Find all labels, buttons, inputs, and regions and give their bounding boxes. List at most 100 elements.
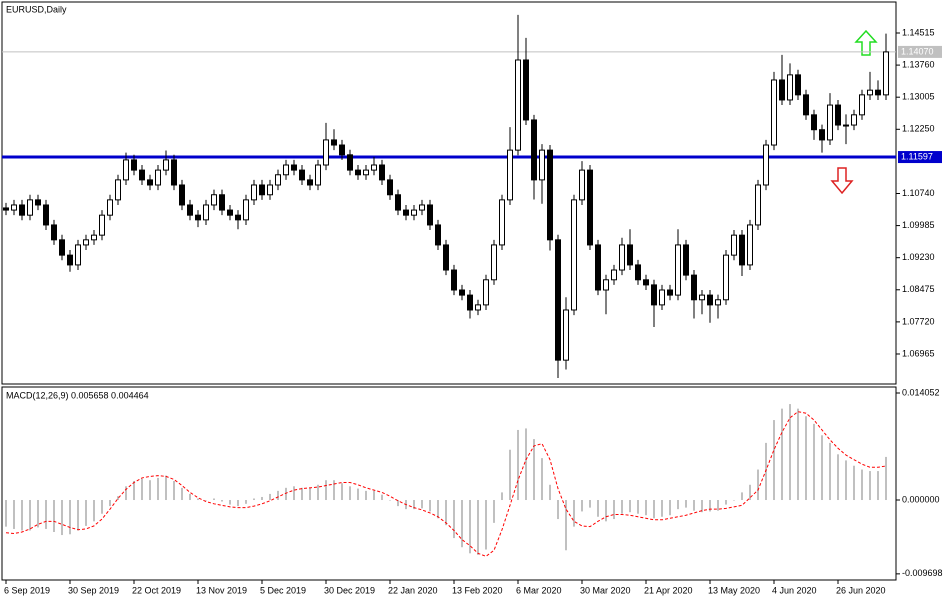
- macd-bar: [877, 471, 879, 501]
- candle-body: [19, 204, 25, 216]
- candle-body: [675, 244, 681, 296]
- candle-body: [27, 199, 33, 216]
- candle-body: [683, 244, 689, 276]
- candle-body: [179, 184, 185, 206]
- y-tick-label: 1.09230: [902, 252, 935, 262]
- macd-bar: [221, 500, 223, 502]
- macd-bar: [333, 480, 335, 501]
- macd-bar: [349, 486, 351, 501]
- x-tick-label: 5 Dec 2019: [260, 585, 306, 595]
- candle-body: [627, 244, 633, 266]
- macd-bar: [325, 480, 327, 501]
- candle-body: [387, 179, 393, 196]
- y-tick-label: 1.12250: [902, 124, 935, 134]
- candle-body: [467, 294, 473, 311]
- macd-bar: [309, 487, 311, 501]
- candle-body: [91, 234, 97, 241]
- macd-bar: [317, 484, 319, 501]
- macd-pane: [1, 386, 897, 581]
- down-arrow: [830, 167, 854, 195]
- candle-body: [651, 284, 657, 306]
- x-tick-label: 21 Apr 2020: [644, 585, 693, 595]
- macd-bar: [565, 500, 567, 551]
- macd-bar: [701, 500, 703, 513]
- macd-bar: [605, 500, 607, 522]
- macd-bar: [789, 404, 791, 501]
- y-tick-label: 1.13005: [902, 92, 935, 102]
- candle-body: [3, 207, 9, 211]
- candle-body: [715, 299, 721, 306]
- candle-body: [491, 244, 497, 281]
- candle-body: [435, 224, 441, 246]
- candle-body: [803, 94, 809, 116]
- candle-body: [539, 149, 545, 181]
- candle-body: [443, 244, 449, 271]
- candle-body: [147, 179, 153, 186]
- candle-body: [747, 224, 753, 266]
- macd-bar: [837, 454, 839, 501]
- macd-bar: [773, 420, 775, 501]
- macd-bar: [661, 500, 663, 517]
- candle-body: [235, 214, 241, 221]
- macd-bar: [421, 500, 423, 509]
- price-label-box: [898, 151, 942, 164]
- x-tick-label: 26 Jun 2020: [836, 585, 886, 595]
- macd-bar: [261, 496, 263, 501]
- price-label: 1.11597: [901, 151, 933, 161]
- candle-body: [451, 269, 457, 291]
- candle-body: [643, 279, 649, 286]
- macd-bar: [717, 500, 719, 511]
- x-tick-label: 4 Jun 2020: [772, 585, 817, 595]
- macd-bar: [189, 493, 191, 501]
- candle-body: [403, 209, 409, 216]
- candle-body: [419, 204, 425, 211]
- macd-bar: [77, 500, 79, 531]
- x-tick-label: 13 Feb 2020: [452, 585, 503, 595]
- macd-bar: [165, 475, 167, 501]
- chart-title: EURUSD,Daily: [6, 4, 67, 14]
- macd-bar: [749, 484, 751, 501]
- macd-bar: [757, 469, 759, 501]
- candle-body: [475, 304, 481, 311]
- candle-body: [883, 51, 889, 96]
- macd-bar: [389, 500, 391, 501]
- candle-body: [731, 234, 737, 256]
- macd-bar: [493, 500, 495, 523]
- x-tick-label: 30 Dec 2019: [324, 585, 375, 595]
- macd-bar: [677, 500, 679, 510]
- candle-body: [499, 199, 505, 246]
- candle-body: [867, 89, 873, 96]
- candle-body: [75, 244, 81, 266]
- candle-body: [131, 159, 137, 171]
- candle-body: [779, 79, 785, 101]
- candle-body: [275, 174, 281, 186]
- macd-bar: [53, 500, 55, 532]
- indicator-title: MACD(12,26,9) 0.005658 0.004464: [6, 390, 149, 400]
- macd-bar: [245, 500, 247, 504]
- macd-bar: [557, 500, 559, 520]
- macd-bar: [29, 500, 31, 531]
- candle-body: [251, 184, 257, 201]
- macd-bar: [117, 496, 119, 501]
- macd-bar: [637, 500, 639, 514]
- candle-body: [291, 164, 297, 171]
- candle-body: [571, 199, 577, 311]
- macd-bar: [61, 500, 63, 536]
- candle-body: [315, 164, 321, 186]
- macd-bar: [725, 500, 727, 505]
- x-tick-label: 13 May 2020: [708, 585, 760, 595]
- candle-body: [35, 199, 41, 206]
- macd-bar: [461, 500, 463, 548]
- candle-body: [739, 234, 745, 266]
- y-tick-label: 0.014052: [902, 387, 940, 397]
- macd-bar: [141, 478, 143, 501]
- macd-bar: [397, 500, 399, 507]
- candle-body: [691, 274, 697, 301]
- candle-body: [787, 74, 793, 101]
- y-tick-label: 1.13760: [902, 59, 935, 69]
- y-tick-label: 0.000000: [902, 494, 940, 504]
- price-pane: [1, 1, 897, 385]
- macd-bar: [413, 500, 415, 510]
- candle-body: [555, 239, 561, 361]
